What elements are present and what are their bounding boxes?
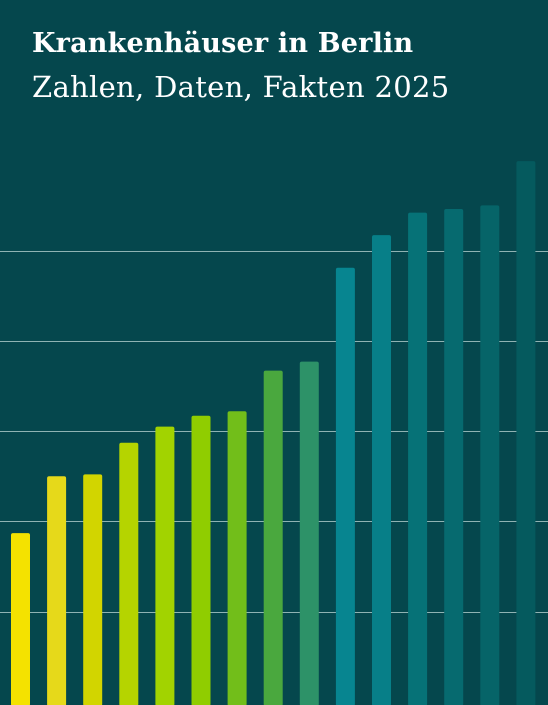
bar-2	[47, 476, 67, 705]
bar-3	[83, 474, 103, 705]
bar-1	[11, 533, 30, 705]
bar-6	[191, 415, 211, 705]
bar-9	[299, 361, 319, 705]
bar-14	[480, 205, 500, 705]
cover-subtitle: Zahlen, Daten, Fakten 2025	[32, 70, 450, 104]
cover-title: Krankenhäuser in Berlin	[32, 28, 414, 59]
bar-13	[444, 209, 464, 705]
bar-4	[119, 442, 139, 705]
bar-5	[155, 426, 175, 705]
bar-15	[516, 161, 536, 705]
bar-12	[408, 212, 428, 705]
bar-7	[227, 411, 247, 705]
bar-10	[335, 267, 355, 705]
bar-11	[372, 235, 391, 705]
bar-8	[263, 370, 283, 705]
